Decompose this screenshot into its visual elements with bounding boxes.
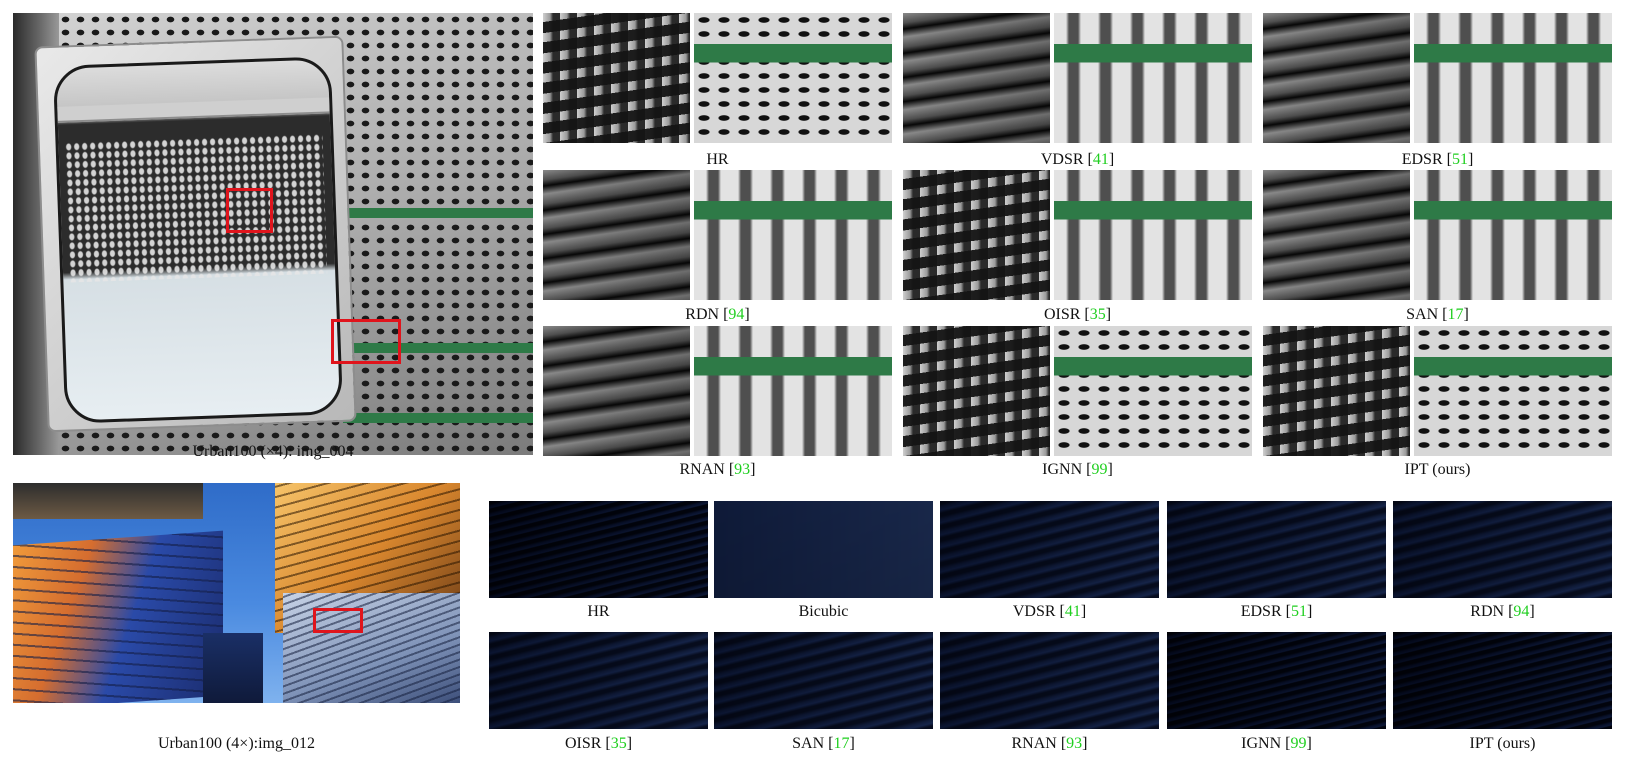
crop-rnan-right bbox=[694, 326, 892, 456]
crop-b-san bbox=[714, 632, 933, 729]
green-stripe bbox=[343, 343, 533, 353]
panel-caption: RNAN [93] bbox=[1011, 735, 1088, 752]
main-image-img004 bbox=[13, 13, 533, 455]
panel-caption: OISR [35] bbox=[564, 735, 633, 752]
green-stripe bbox=[343, 208, 533, 218]
zoom-region-box bbox=[331, 319, 401, 364]
crop-oisr-left bbox=[903, 170, 1050, 300]
panel-caption: HR bbox=[706, 151, 729, 168]
crop-ipt-left bbox=[1263, 326, 1410, 456]
crop-edsr-left bbox=[1263, 13, 1410, 143]
panel-caption: RDN [94] bbox=[685, 306, 750, 323]
panel-caption: EDSR [51] bbox=[1240, 603, 1313, 620]
crop-hr-left bbox=[543, 13, 690, 143]
mirror-reflection bbox=[64, 133, 328, 283]
crop-b-oisr bbox=[489, 632, 708, 729]
crop-ipt-right bbox=[1414, 326, 1612, 456]
panel-caption: VDSR [41] bbox=[1012, 603, 1087, 620]
panel-caption: IPT (ours) bbox=[1469, 735, 1536, 752]
crop-b-bicubic bbox=[714, 501, 933, 598]
main-image-img012 bbox=[13, 483, 460, 703]
mirror bbox=[52, 56, 344, 424]
panel-caption: IGNN [99] bbox=[1241, 735, 1312, 752]
crop-ignn-right bbox=[1054, 326, 1252, 456]
crop-oisr-right bbox=[1054, 170, 1252, 300]
panel-caption: IGNN [99] bbox=[1042, 461, 1113, 478]
crop-b-ipt bbox=[1393, 632, 1612, 729]
panel-caption: IPT (ours) bbox=[1404, 461, 1471, 478]
crop-edsr-right bbox=[1414, 13, 1612, 143]
crop-san-right bbox=[1414, 170, 1612, 300]
panel-caption: SAN [17] bbox=[792, 735, 855, 752]
crop-b-ignn bbox=[1167, 632, 1386, 729]
panel-caption: SAN [17] bbox=[1406, 306, 1469, 323]
panel-caption: RNAN [93] bbox=[679, 461, 756, 478]
panel-caption: OISR [35] bbox=[1043, 306, 1112, 323]
crop-san-left bbox=[1263, 170, 1410, 300]
main-caption-top: Urban100 (×4): img_004 bbox=[192, 443, 354, 460]
crop-hr-right bbox=[694, 13, 892, 143]
panel-caption: Bicubic bbox=[798, 603, 849, 620]
panel-caption: VDSR [41] bbox=[1040, 151, 1115, 168]
panel-caption: EDSR [51] bbox=[1401, 151, 1474, 168]
building bbox=[203, 633, 263, 703]
zoom-region-box bbox=[313, 608, 363, 633]
mirror-beam bbox=[57, 97, 330, 123]
crop-b-rnan bbox=[940, 632, 1159, 729]
building bbox=[13, 483, 203, 519]
building bbox=[283, 593, 460, 703]
crop-b-vdsr bbox=[940, 501, 1159, 598]
crop-rdn-right bbox=[694, 170, 892, 300]
building bbox=[13, 530, 223, 703]
crop-vdsr-right bbox=[1054, 13, 1252, 143]
crop-b-hr bbox=[489, 501, 708, 598]
crop-ignn-left bbox=[903, 326, 1050, 456]
crop-b-edsr bbox=[1167, 501, 1386, 598]
main-caption-bottom: Urban100 (4×):img_012 bbox=[157, 735, 315, 752]
crop-rdn-left bbox=[543, 170, 690, 300]
green-stripe bbox=[343, 413, 533, 423]
panel-caption: HR bbox=[587, 603, 610, 620]
crop-rnan-left bbox=[543, 326, 690, 456]
crop-vdsr-left bbox=[903, 13, 1050, 143]
crop-b-rdn bbox=[1393, 501, 1612, 598]
panel-caption: RDN [94] bbox=[1470, 603, 1535, 620]
zoom-region-box bbox=[226, 188, 273, 233]
